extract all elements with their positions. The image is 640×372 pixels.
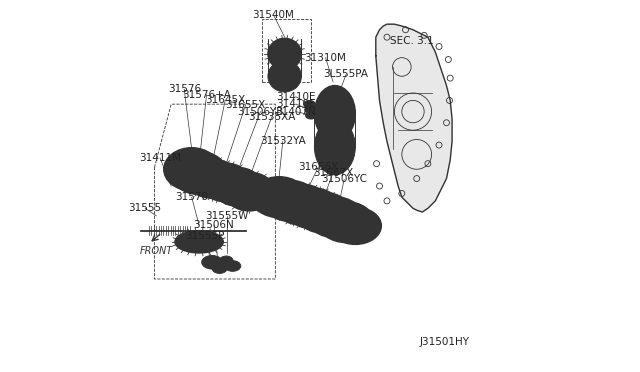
Text: 31410E: 31410E bbox=[276, 92, 316, 102]
Ellipse shape bbox=[314, 119, 355, 175]
Text: SEC. 3.1: SEC. 3.1 bbox=[390, 36, 434, 46]
Ellipse shape bbox=[212, 167, 262, 206]
Ellipse shape bbox=[207, 259, 218, 266]
Ellipse shape bbox=[307, 108, 314, 112]
Text: 31411M: 31411M bbox=[139, 153, 181, 163]
Ellipse shape bbox=[200, 163, 250, 202]
Ellipse shape bbox=[281, 190, 322, 219]
Ellipse shape bbox=[193, 164, 232, 193]
Ellipse shape bbox=[270, 187, 310, 215]
Ellipse shape bbox=[224, 172, 275, 211]
Text: 31576: 31576 bbox=[168, 84, 201, 94]
Text: 31555W: 31555W bbox=[205, 211, 249, 221]
Ellipse shape bbox=[307, 197, 363, 238]
Text: 3L555PA: 3L555PA bbox=[324, 70, 369, 79]
Ellipse shape bbox=[268, 38, 301, 70]
Text: 31655X: 31655X bbox=[225, 100, 266, 110]
Text: 31667X: 31667X bbox=[313, 168, 353, 178]
Ellipse shape bbox=[305, 112, 317, 119]
Text: 31532YA: 31532YA bbox=[260, 137, 306, 146]
Text: 31570: 31570 bbox=[175, 192, 208, 202]
Ellipse shape bbox=[230, 177, 269, 206]
Ellipse shape bbox=[228, 263, 237, 269]
Ellipse shape bbox=[225, 261, 241, 271]
Ellipse shape bbox=[268, 61, 301, 92]
Text: 31576+A: 31576+A bbox=[182, 90, 231, 100]
Text: J31501HY: J31501HY bbox=[420, 337, 470, 347]
Ellipse shape bbox=[175, 231, 223, 253]
Ellipse shape bbox=[206, 168, 244, 196]
Text: 31645X: 31645X bbox=[205, 96, 245, 105]
Text: 31407N: 31407N bbox=[275, 107, 316, 116]
Ellipse shape bbox=[251, 177, 307, 218]
Ellipse shape bbox=[223, 176, 252, 197]
Ellipse shape bbox=[314, 86, 355, 141]
Ellipse shape bbox=[172, 151, 227, 195]
Ellipse shape bbox=[186, 159, 238, 198]
Ellipse shape bbox=[296, 192, 351, 233]
Ellipse shape bbox=[307, 102, 312, 106]
Ellipse shape bbox=[202, 256, 223, 269]
Text: 31506N: 31506N bbox=[194, 220, 234, 230]
Ellipse shape bbox=[330, 207, 381, 244]
Ellipse shape bbox=[170, 153, 214, 186]
Ellipse shape bbox=[259, 183, 300, 211]
Ellipse shape bbox=[324, 98, 346, 129]
Ellipse shape bbox=[273, 184, 330, 225]
Text: 31555: 31555 bbox=[129, 203, 162, 213]
Ellipse shape bbox=[340, 215, 370, 236]
Ellipse shape bbox=[305, 106, 316, 113]
Ellipse shape bbox=[212, 264, 227, 273]
Text: 31540M: 31540M bbox=[253, 10, 294, 20]
Ellipse shape bbox=[187, 236, 211, 247]
Ellipse shape bbox=[262, 180, 318, 221]
Ellipse shape bbox=[220, 256, 233, 265]
Ellipse shape bbox=[276, 46, 293, 62]
Ellipse shape bbox=[304, 100, 315, 108]
Ellipse shape bbox=[303, 199, 344, 227]
Ellipse shape bbox=[164, 148, 220, 191]
Ellipse shape bbox=[223, 258, 230, 263]
Ellipse shape bbox=[285, 188, 340, 229]
Text: 31506YB: 31506YB bbox=[237, 107, 284, 116]
Ellipse shape bbox=[308, 113, 314, 117]
Text: FRONT: FRONT bbox=[140, 246, 173, 256]
Text: 31555P: 31555P bbox=[185, 231, 225, 241]
Ellipse shape bbox=[326, 208, 367, 236]
Text: 31410E: 31410E bbox=[276, 99, 316, 109]
Ellipse shape bbox=[216, 266, 223, 271]
Ellipse shape bbox=[318, 202, 374, 243]
Ellipse shape bbox=[314, 203, 355, 231]
Text: 31310M: 31310M bbox=[305, 53, 346, 62]
Ellipse shape bbox=[177, 156, 221, 190]
Text: 31666X: 31666X bbox=[298, 163, 339, 172]
Text: 31506YC: 31506YC bbox=[321, 174, 367, 184]
Polygon shape bbox=[376, 24, 452, 212]
Text: 31535XA: 31535XA bbox=[248, 112, 295, 122]
Ellipse shape bbox=[292, 194, 333, 222]
